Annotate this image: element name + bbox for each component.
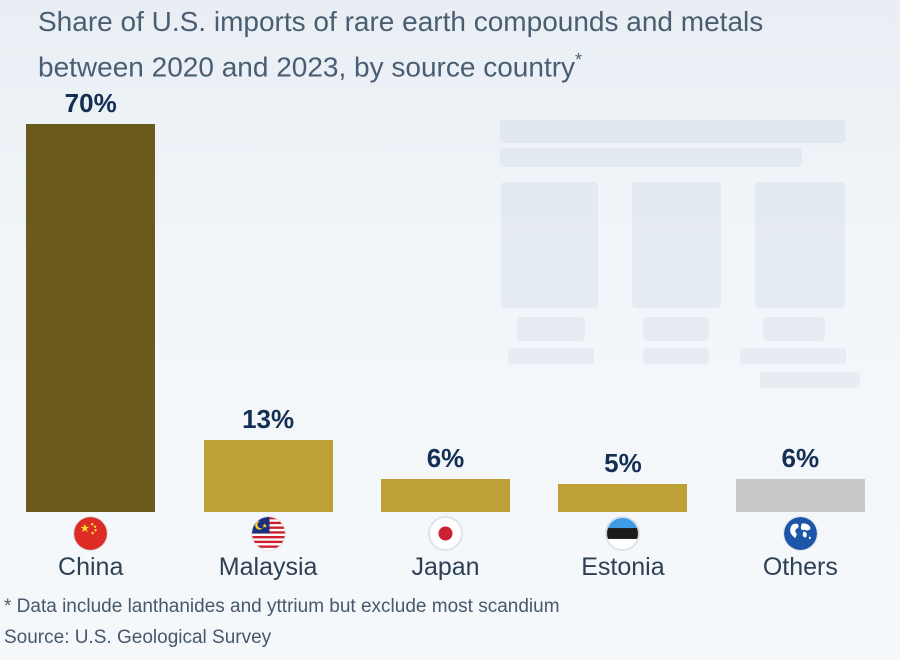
- watermark-block: [740, 348, 846, 364]
- category-label: Japan: [411, 553, 480, 581]
- watermark-block: [643, 317, 709, 341]
- bar-column-china: 70%: [2, 88, 179, 512]
- bar-malaysia: [203, 440, 333, 512]
- chart-title: Share of U.S. imports of rare earth comp…: [38, 2, 778, 86]
- watermark-block: [763, 317, 825, 341]
- bar-column-estonia: 5%: [534, 88, 711, 512]
- bar-estonia: [558, 484, 688, 512]
- watermark-block: [501, 182, 598, 308]
- faint-watermark: [500, 118, 860, 390]
- watermark-block: [517, 317, 585, 341]
- watermark-block: [500, 148, 802, 167]
- value-label: 6%: [426, 443, 465, 473]
- category-label: China: [58, 553, 124, 581]
- watermark-block: [500, 120, 845, 143]
- footnote-marker: *: [575, 50, 583, 70]
- watermark-block: [643, 348, 709, 364]
- category-others: Others: [712, 512, 889, 582]
- footnote: * Data include lanthanides and yttrium b…: [4, 596, 560, 617]
- category-malaysia: Malaysia: [179, 512, 356, 582]
- category-china: China: [2, 512, 179, 582]
- estonia-flag-icon: [606, 517, 640, 550]
- globe-icon: [783, 517, 817, 550]
- value-label: 6%: [781, 443, 820, 473]
- value-label: 70%: [64, 88, 117, 118]
- watermark-block: [508, 348, 594, 364]
- category-japan: Japan: [357, 512, 534, 582]
- value-label: 5%: [604, 448, 642, 478]
- bar-chart: 70% 13% 6% 5% 6%: [2, 88, 889, 512]
- watermark-block: [760, 372, 860, 388]
- bar-column-japan: 6%: [357, 88, 534, 512]
- source-credit: Source: U.S. Geological Survey: [4, 627, 272, 648]
- category-label: Estonia: [581, 553, 665, 581]
- value-label: 13%: [242, 404, 295, 434]
- chart-title-text: Share of U.S. imports of rare earth comp…: [38, 6, 764, 83]
- category-estonia: Estonia: [534, 512, 711, 582]
- bar-japan: [381, 479, 511, 512]
- category-label: Others: [762, 553, 838, 581]
- china-flag-icon: [74, 517, 108, 550]
- watermark-block: [632, 182, 721, 308]
- bar-column-malaysia: 13%: [179, 88, 356, 512]
- bar-others: [735, 479, 865, 512]
- bar-column-others: 6%: [712, 88, 889, 512]
- category-label: Malaysia: [218, 553, 318, 581]
- japan-flag-icon: [429, 517, 463, 550]
- bar-china: [26, 124, 156, 512]
- category-axis: China: [2, 512, 889, 582]
- watermark-block: [755, 182, 845, 308]
- malaysia-flag-icon: [251, 517, 285, 550]
